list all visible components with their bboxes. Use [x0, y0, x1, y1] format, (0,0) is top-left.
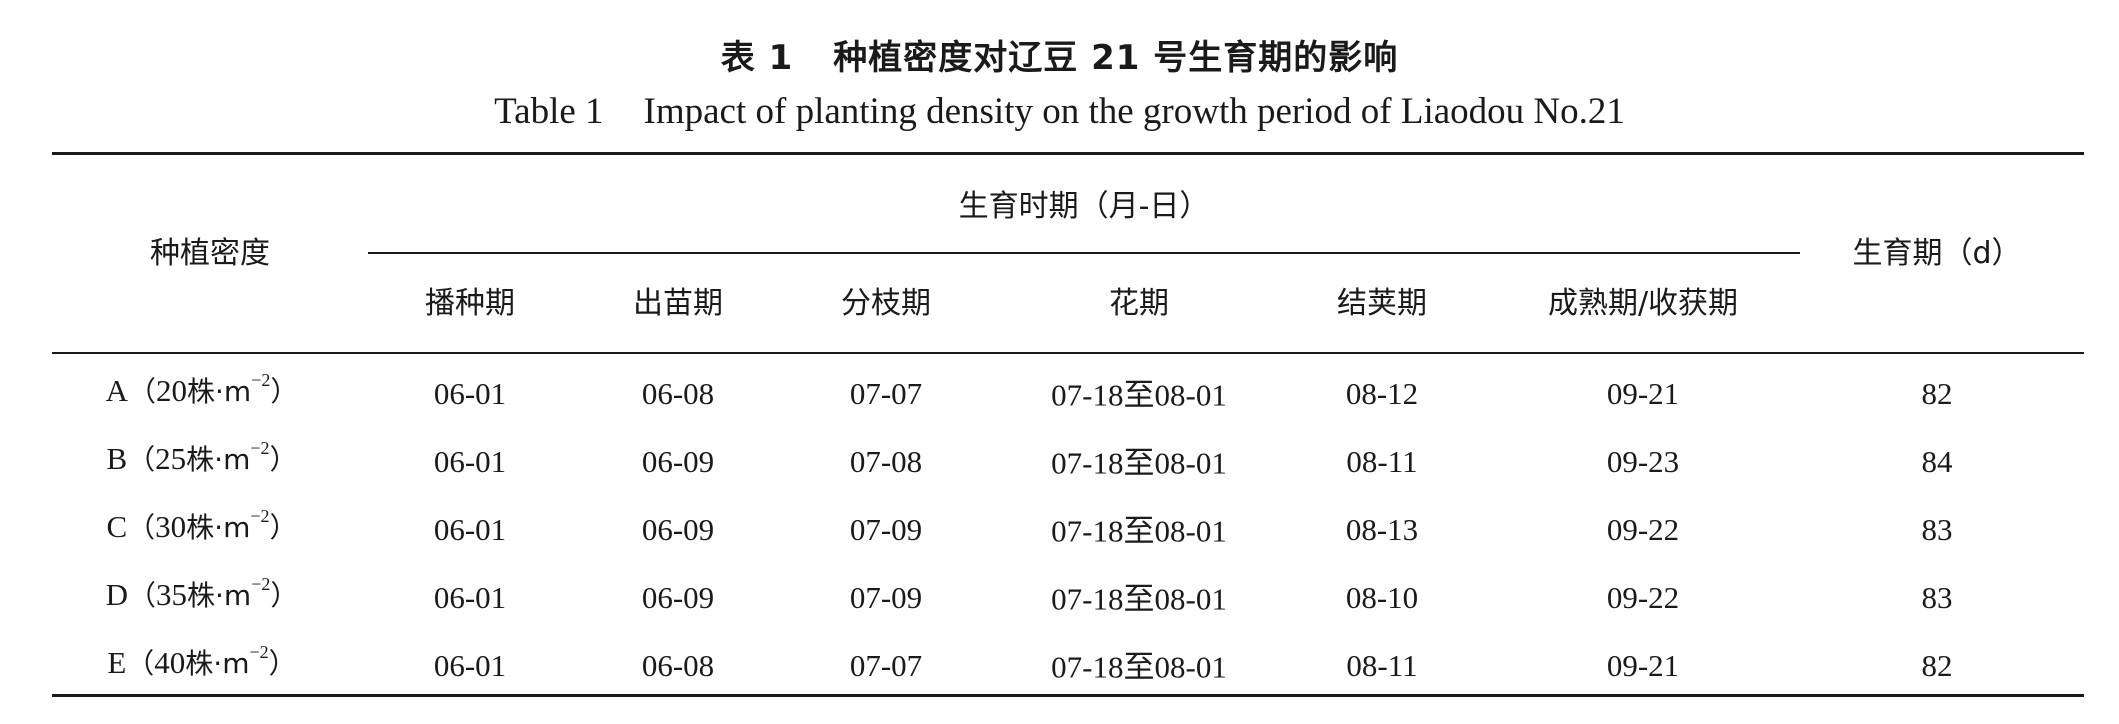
table-top-rule: [52, 152, 2084, 155]
stage-header: 出苗期: [633, 286, 723, 321]
emergence-date: 06-09: [641, 580, 715, 615]
open-paren: （: [128, 375, 157, 408]
close-paren: ）: [268, 647, 297, 680]
column-group-header-growth-stage: 生育时期（月-日）: [958, 189, 1210, 224]
flowering-period: 07-18至08-01: [1051, 649, 1227, 685]
density-unit: 株·m: [186, 443, 251, 476]
emergence-date: 06-09: [641, 512, 715, 547]
branching-date: 07-07: [849, 648, 923, 683]
flowering-period: 07-18至08-01: [1051, 513, 1227, 549]
podding-date: 08-10: [1345, 580, 1419, 615]
sowing-date: 06-01: [433, 444, 507, 479]
density-cell: B（25株·m−2）: [106, 438, 297, 478]
table-title-english: Impact of planting density on the growth…: [643, 91, 1625, 132]
emergence-date: 06-08: [641, 648, 715, 683]
density-exponent: −2: [250, 505, 270, 526]
sowing-date: 06-01: [433, 580, 507, 615]
podding-date: 08-11: [1346, 444, 1418, 479]
close-paren: ）: [269, 511, 298, 544]
flowering-period: 07-18至08-01: [1051, 445, 1227, 481]
density-unit: 株·m: [187, 375, 252, 408]
stage-header: 结荚期: [1337, 286, 1427, 321]
treatment-letter: C: [106, 509, 128, 544]
flowering-period: 07-18至08-01: [1051, 581, 1227, 617]
close-paren: ）: [270, 579, 299, 612]
branching-date: 07-09: [849, 580, 923, 615]
growth-days: 82: [1921, 648, 1953, 683]
table-label-chinese: 表 1: [720, 38, 794, 78]
density-cell: A（20株·m−2）: [106, 370, 299, 410]
treatment-letter: D: [105, 577, 129, 612]
header-bottom-rule: [52, 352, 2084, 354]
table-title-chinese: 种植密度对辽豆 21 号生育期的影响: [833, 38, 1399, 78]
podding-date: 08-11: [1346, 648, 1418, 683]
flowering-period: 07-18至08-01: [1051, 377, 1227, 413]
density-value: 25: [155, 441, 187, 476]
density-exponent: −2: [251, 573, 271, 594]
growth-days: 82: [1921, 376, 1953, 411]
density-value: 20: [156, 373, 188, 408]
density-unit: 株·m: [187, 579, 252, 612]
density-cell: D（35株·m−2）: [106, 574, 299, 614]
maturity-date: 09-23: [1606, 444, 1680, 479]
column-header-density: 种植密度: [150, 236, 270, 271]
column-header-growth-days: 生育期（d）: [1852, 236, 2022, 271]
density-exponent: −2: [250, 437, 270, 458]
sowing-date: 06-01: [433, 512, 507, 547]
open-paren: （: [127, 443, 156, 476]
growth-days: 83: [1921, 512, 1953, 547]
table-caption-chinese: 表 1 种植密度对辽豆 21 号生育期的影响: [0, 30, 2119, 79]
density-value: 35: [156, 577, 188, 612]
branching-date: 07-09: [849, 512, 923, 547]
growth-days: 83: [1921, 580, 1953, 615]
maturity-date: 09-22: [1606, 512, 1680, 547]
branching-date: 07-08: [849, 444, 923, 479]
group-header-rule: [368, 252, 1800, 254]
maturity-date: 09-21: [1606, 376, 1680, 411]
table-bottom-rule: [52, 694, 2084, 697]
sowing-date: 06-01: [433, 376, 507, 411]
emergence-date: 06-09: [641, 444, 715, 479]
density-exponent: −2: [249, 641, 269, 662]
maturity-date: 09-22: [1606, 580, 1680, 615]
maturity-date: 09-21: [1606, 648, 1680, 683]
treatment-letter: B: [106, 441, 128, 476]
podding-date: 08-13: [1345, 512, 1419, 547]
treatment-letter: E: [107, 645, 127, 680]
growth-days: 84: [1921, 444, 1953, 479]
stage-header: 播种期: [425, 286, 515, 321]
stage-header: 分枝期: [841, 286, 931, 321]
density-value: 40: [154, 645, 186, 680]
density-unit: 株·m: [186, 511, 251, 544]
table-label-english: Table 1: [494, 91, 604, 132]
branching-date: 07-07: [849, 376, 923, 411]
table-caption-english: Table 1 Impact of planting density on the…: [0, 90, 2119, 133]
close-paren: ）: [270, 375, 299, 408]
open-paren: （: [127, 511, 156, 544]
density-unit: 株·m: [185, 647, 250, 680]
treatment-letter: A: [105, 373, 129, 408]
density-cell: C（30株·m−2）: [106, 506, 297, 546]
density-exponent: −2: [251, 369, 271, 390]
emergence-date: 06-08: [641, 376, 715, 411]
podding-date: 08-12: [1345, 376, 1419, 411]
stage-header: 成熟期/收获期: [1547, 286, 1739, 321]
density-cell: E（40株·m−2）: [107, 642, 296, 682]
stage-header: 花期: [1109, 286, 1169, 321]
close-paren: ）: [269, 443, 298, 476]
open-paren: （: [126, 647, 155, 680]
density-value: 30: [155, 509, 187, 544]
open-paren: （: [128, 579, 157, 612]
sowing-date: 06-01: [433, 648, 507, 683]
